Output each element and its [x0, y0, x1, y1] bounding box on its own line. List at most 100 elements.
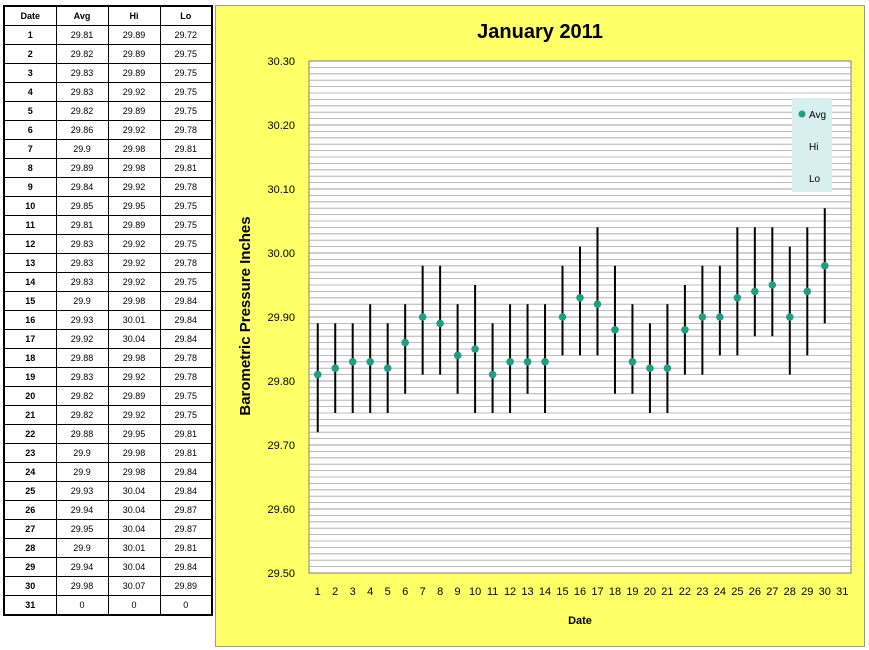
avg-marker	[768, 281, 777, 289]
cell-lo: 29.84	[159, 310, 213, 330]
y-tick-label: 30.10	[267, 184, 295, 196]
data-table-container: Date Avg Hi Lo 1 29.81 29.89 29.72 2 29.82 29.…	[3, 5, 213, 647]
avg-marker	[820, 262, 829, 270]
avg-marker	[593, 300, 602, 309]
x-tick-label: 29	[801, 586, 813, 598]
table-row: 7 29.9 29.98 29.81	[3, 139, 213, 159]
avg-marker	[453, 351, 462, 360]
y-tick-label: 29.70	[267, 440, 295, 452]
avg-marker	[681, 326, 689, 334]
avg-marker	[348, 358, 357, 366]
chart-title: January 2011	[477, 21, 603, 43]
x-tick-label: 17	[591, 586, 603, 598]
x-tick-label: 21	[661, 586, 673, 598]
avg-marker	[576, 294, 584, 302]
table-body: 1 29.81 29.89 29.72 2 29.82 29.89 29.75 3 29.83 29…	[3, 25, 213, 616]
table-row: 31 0 0 0	[3, 595, 213, 616]
avg-marker	[803, 287, 812, 296]
table-row: 6 29.86 29.92 29.78	[3, 120, 213, 140]
table-row: 14 29.83 29.92 29.75	[3, 272, 213, 292]
x-tick-label: 15	[556, 586, 568, 598]
x-tick-label: 16	[574, 586, 586, 598]
avg-marker	[751, 287, 759, 296]
x-tick-label: 9	[455, 586, 461, 598]
avg-marker	[401, 338, 409, 347]
table-row: 26 29.94 30.04 29.87	[3, 500, 213, 520]
table-row: 30 29.98 30.07 29.89	[3, 576, 213, 596]
x-tick-label: 25	[731, 586, 743, 598]
x-tick-label: 31	[836, 586, 848, 598]
y-tick-label: 29.90	[267, 312, 295, 324]
x-tick-label: 14	[539, 586, 551, 598]
cell-date: 31	[3, 595, 57, 616]
x-axis-label: Date	[568, 615, 592, 627]
x-tick-label: 19	[626, 586, 638, 598]
table-row: 20 29.82 29.89 29.75	[3, 386, 213, 406]
x-tick-label: 22	[679, 586, 691, 598]
table-row: 11 29.81 29.89 29.75	[3, 215, 213, 235]
cell-lo: 29.84	[159, 481, 213, 501]
x-tick-label: 13	[521, 586, 533, 598]
cell-date: 30	[3, 576, 57, 596]
avg-marker	[523, 358, 532, 366]
y-tick-label: 30.00	[267, 248, 295, 260]
x-tick-label: 28	[784, 586, 796, 598]
y-axis-label: Barometric Pressure Inches	[237, 216, 254, 415]
x-tick-label: 1	[315, 586, 321, 598]
y-tick-label: 29.60	[267, 504, 295, 516]
legend: Avg Hi Lo	[792, 98, 832, 192]
table-row: 5 29.82 29.89 29.75	[3, 101, 213, 121]
legend-hi-label: Hi	[809, 142, 818, 153]
y-tick-label: 30.30	[267, 56, 295, 68]
cell-lo: 29.84	[159, 462, 213, 482]
avg-marker	[436, 319, 444, 328]
x-tick-label: 24	[714, 586, 726, 598]
avg-marker	[611, 326, 619, 334]
table-row: 19 29.83 29.92 29.78	[3, 367, 213, 387]
cell-lo: 0	[159, 595, 213, 616]
avg-marker	[663, 364, 672, 373]
avg-marker	[471, 345, 479, 353]
x-tick-label: 3	[350, 586, 356, 598]
avg-marker	[331, 364, 340, 373]
table-row: 4 29.83 29.92 29.75	[3, 82, 213, 102]
avg-marker	[541, 358, 549, 366]
x-tick-label: 2	[332, 586, 338, 598]
data-table: Date Avg Hi Lo 1 29.81 29.89 29.72 2 29.82 29.…	[3, 5, 213, 616]
avg-marker	[646, 364, 654, 373]
legend-lo-label: Lo	[809, 174, 821, 185]
cell-lo: 29.75	[159, 196, 213, 216]
x-tick-label: 5	[385, 586, 391, 598]
x-tick-label: 6	[402, 586, 408, 598]
avg-marker	[418, 313, 427, 321]
x-tick-label: 7	[420, 586, 426, 598]
y-tick-label: 29.80	[267, 376, 295, 388]
avg-marker	[558, 313, 567, 321]
y-tick-label: 30.20	[267, 120, 295, 132]
table-row: 9 29.84 29.92 29.78	[3, 177, 213, 197]
x-tick-label: 30	[819, 586, 831, 598]
x-tick-label: 8	[437, 586, 443, 598]
x-tick-label: 11	[487, 586, 498, 598]
avg-marker	[716, 313, 724, 321]
table-row: 8 29.89 29.98 29.81	[3, 158, 213, 178]
avg-marker	[628, 358, 637, 366]
table-row: 15 29.9 29.98 29.84	[3, 291, 213, 311]
avg-marker	[506, 358, 514, 366]
x-tick-label: 20	[644, 586, 656, 598]
x-tick-label: 18	[609, 586, 621, 598]
x-tick-label: 23	[696, 586, 708, 598]
table-row: 3 29.83 29.89 29.75	[3, 63, 213, 83]
table-row: 12 29.83 29.92 29.75	[3, 234, 213, 254]
x-tick-label: 10	[469, 586, 481, 598]
avg-marker	[786, 313, 794, 321]
x-tick-label: 4	[367, 586, 373, 598]
legend-avg-marker	[798, 110, 806, 118]
avg-marker	[488, 370, 497, 379]
cell-lo: 29.89	[159, 576, 213, 596]
table-header-row: Date Avg Hi Lo	[3, 5, 213, 26]
table-row: 1 29.81 29.89 29.72	[3, 25, 213, 45]
table-row: 16 29.93 30.01 29.84	[3, 310, 213, 330]
avg-marker	[366, 358, 374, 366]
